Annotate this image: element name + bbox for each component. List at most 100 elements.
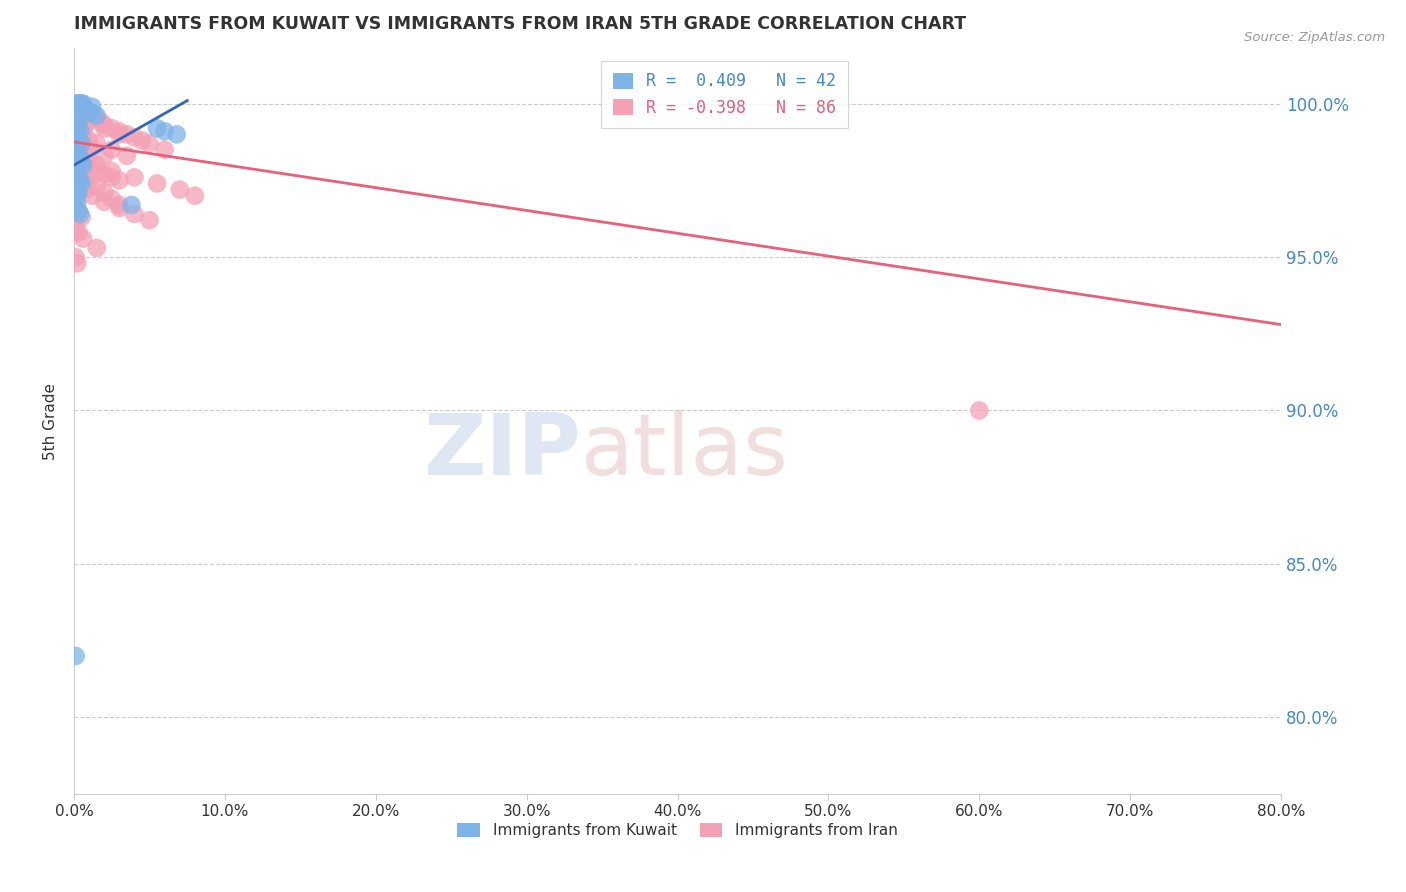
Point xyxy=(70,177,93,191)
Point xyxy=(72,128,94,142)
Point xyxy=(69,109,91,123)
Point xyxy=(65,164,87,178)
Point xyxy=(73,121,96,136)
Point xyxy=(69,158,91,172)
Point xyxy=(70,136,93,151)
Point xyxy=(82,109,104,123)
Point xyxy=(67,121,90,136)
Point xyxy=(67,118,90,132)
Point xyxy=(75,152,97,166)
Point xyxy=(70,155,93,169)
Point xyxy=(72,232,94,246)
Point xyxy=(108,173,131,187)
Point xyxy=(67,149,90,163)
Point xyxy=(73,167,96,181)
Point xyxy=(115,149,138,163)
Point xyxy=(65,143,87,157)
Point xyxy=(82,100,104,114)
Point xyxy=(67,96,90,111)
Point xyxy=(70,210,93,224)
Point xyxy=(72,96,94,111)
Point xyxy=(153,124,176,138)
Point xyxy=(69,173,91,187)
Y-axis label: 5th Grade: 5th Grade xyxy=(44,383,58,459)
Point xyxy=(82,106,104,120)
Point xyxy=(66,96,89,111)
Point xyxy=(108,198,131,212)
Point xyxy=(65,121,87,136)
Point xyxy=(82,188,104,202)
Point xyxy=(65,106,87,120)
Point xyxy=(131,133,153,147)
Point xyxy=(146,121,169,136)
Point xyxy=(75,103,97,117)
Point xyxy=(69,152,91,166)
Point xyxy=(86,109,108,123)
Point xyxy=(77,173,100,187)
Point xyxy=(166,128,188,142)
Point xyxy=(108,128,131,142)
Text: ZIP: ZIP xyxy=(423,409,581,492)
Point xyxy=(66,112,89,126)
Point xyxy=(72,152,94,166)
Point xyxy=(77,133,100,147)
Text: atlas: atlas xyxy=(581,409,789,492)
Point xyxy=(86,179,108,194)
Point xyxy=(73,103,96,117)
Point xyxy=(69,96,91,111)
Point xyxy=(66,183,89,197)
Legend: Immigrants from Kuwait, Immigrants from Iran: Immigrants from Kuwait, Immigrants from … xyxy=(450,815,905,846)
Point xyxy=(101,192,124,206)
Point xyxy=(67,133,90,147)
Point xyxy=(86,158,108,172)
Point xyxy=(101,170,124,185)
Point xyxy=(115,128,138,142)
Text: Source: ZipAtlas.com: Source: ZipAtlas.com xyxy=(1244,31,1385,45)
Point xyxy=(67,170,90,185)
Point xyxy=(101,121,124,136)
Point xyxy=(153,143,176,157)
Point xyxy=(67,204,90,219)
Point xyxy=(184,188,207,202)
Point xyxy=(70,100,93,114)
Point xyxy=(66,133,89,147)
Point xyxy=(108,201,131,215)
Point xyxy=(93,121,115,136)
Point xyxy=(65,149,87,163)
Point xyxy=(69,96,91,111)
Point xyxy=(138,136,160,151)
Point xyxy=(77,106,100,120)
Point xyxy=(93,118,115,132)
Point xyxy=(70,177,93,191)
Point xyxy=(66,145,89,160)
Point xyxy=(93,149,115,163)
Point xyxy=(124,170,146,185)
Point xyxy=(67,124,90,138)
Point xyxy=(77,158,100,172)
Point xyxy=(66,139,89,153)
Point xyxy=(69,149,91,163)
Point xyxy=(93,194,115,209)
Point xyxy=(77,106,100,120)
Point xyxy=(124,130,146,145)
Point xyxy=(66,152,89,166)
Point xyxy=(67,96,90,111)
Point xyxy=(75,155,97,169)
Point xyxy=(70,96,93,111)
Point xyxy=(72,100,94,114)
Point xyxy=(69,207,91,221)
Point xyxy=(66,118,89,132)
Point xyxy=(67,155,90,169)
Point xyxy=(65,219,87,234)
Point xyxy=(66,194,89,209)
Point xyxy=(67,115,90,129)
Point xyxy=(86,164,108,178)
Point xyxy=(67,186,90,200)
Point xyxy=(67,170,90,185)
Point xyxy=(66,96,89,111)
Point xyxy=(65,192,87,206)
Point xyxy=(66,204,89,219)
Point xyxy=(76,115,98,129)
Point xyxy=(101,164,124,178)
Point xyxy=(66,130,89,145)
